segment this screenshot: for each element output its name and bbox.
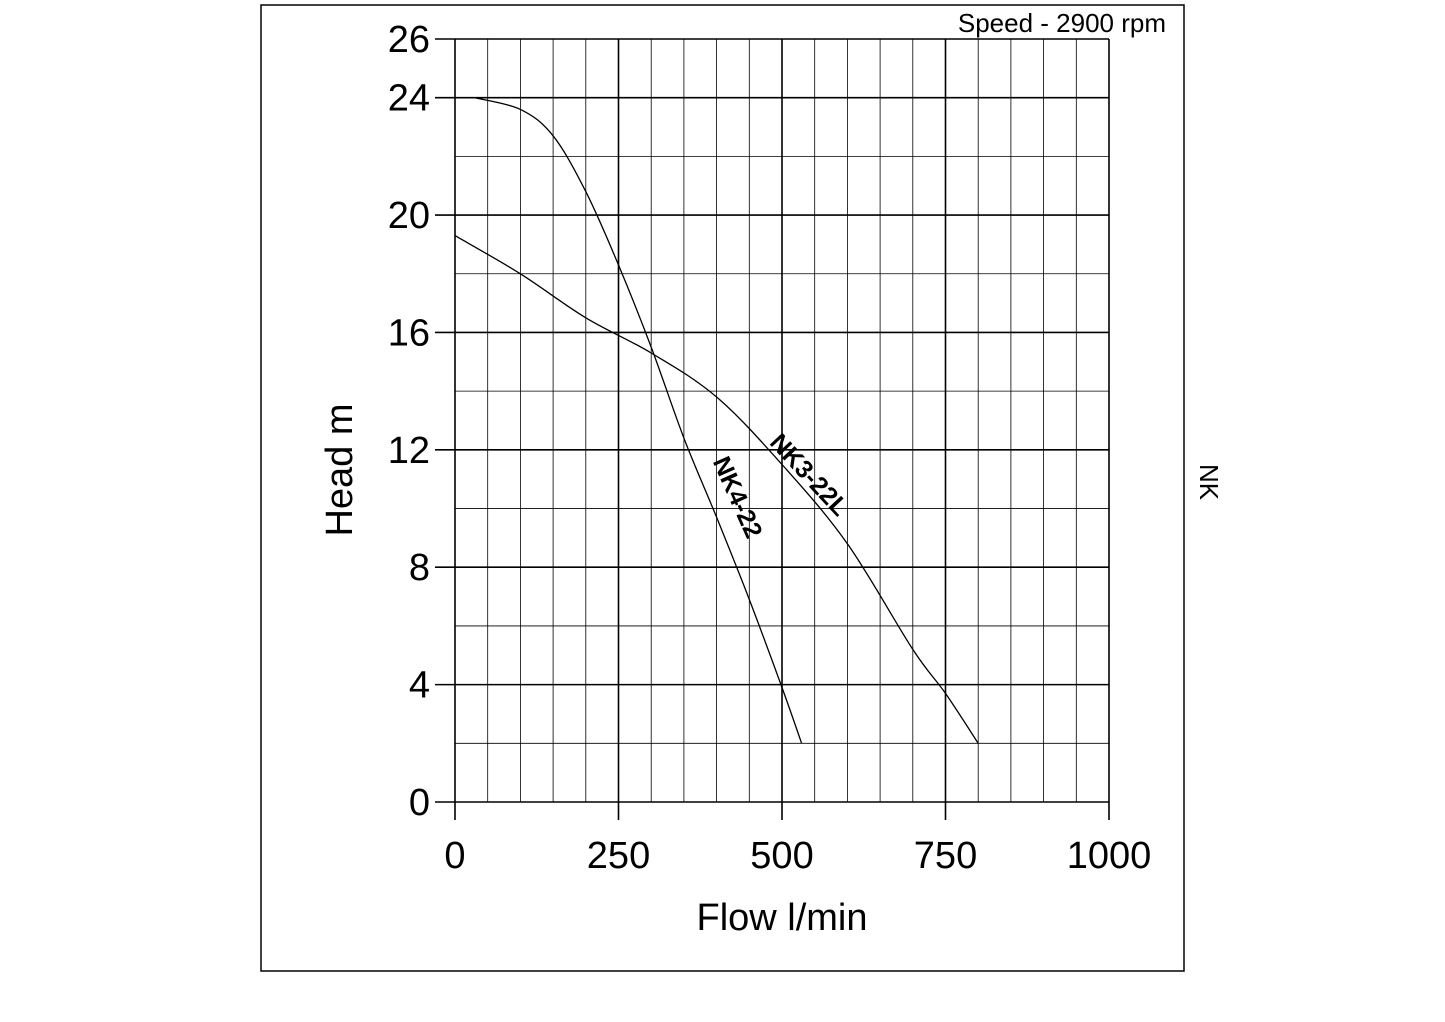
x-tick-label: 750	[914, 835, 977, 877]
y-tick-label: 12	[388, 430, 430, 472]
y-tick-label: 24	[388, 78, 430, 120]
x-axis-ticks: 0 250 500 750 1000	[444, 802, 1151, 877]
series-line-nk3-22l	[454, 235, 979, 744]
speed-label: Speed - 2900 rpm	[958, 8, 1166, 38]
x-tick-label: 250	[587, 835, 650, 877]
y-axis-ticks: 0 4 8 12 16 20 24 26	[388, 19, 455, 824]
y-tick-label: 26	[388, 19, 430, 61]
y-tick-label: 8	[409, 547, 430, 589]
y-axis-title: Head m	[319, 403, 361, 536]
x-axis-title: Flow l/min	[696, 897, 867, 939]
y-tick-label: 4	[409, 665, 430, 707]
series-label-nk4-22: NK4-22	[707, 452, 768, 542]
pump-curves	[454, 97, 979, 744]
y-tick-label: 0	[409, 782, 430, 824]
nk-side-label: NK	[1194, 464, 1224, 501]
series-label-nk3-22l: NK3-22L	[764, 428, 854, 521]
y-tick-label: 16	[388, 312, 430, 354]
series-line-nk4-22	[474, 97, 803, 744]
x-tick-label: 1000	[1067, 835, 1152, 877]
x-tick-label: 0	[444, 835, 465, 877]
x-tick-label: 500	[750, 835, 813, 877]
chart-frame	[260, 4, 1185, 972]
y-tick-label: 20	[388, 195, 430, 237]
